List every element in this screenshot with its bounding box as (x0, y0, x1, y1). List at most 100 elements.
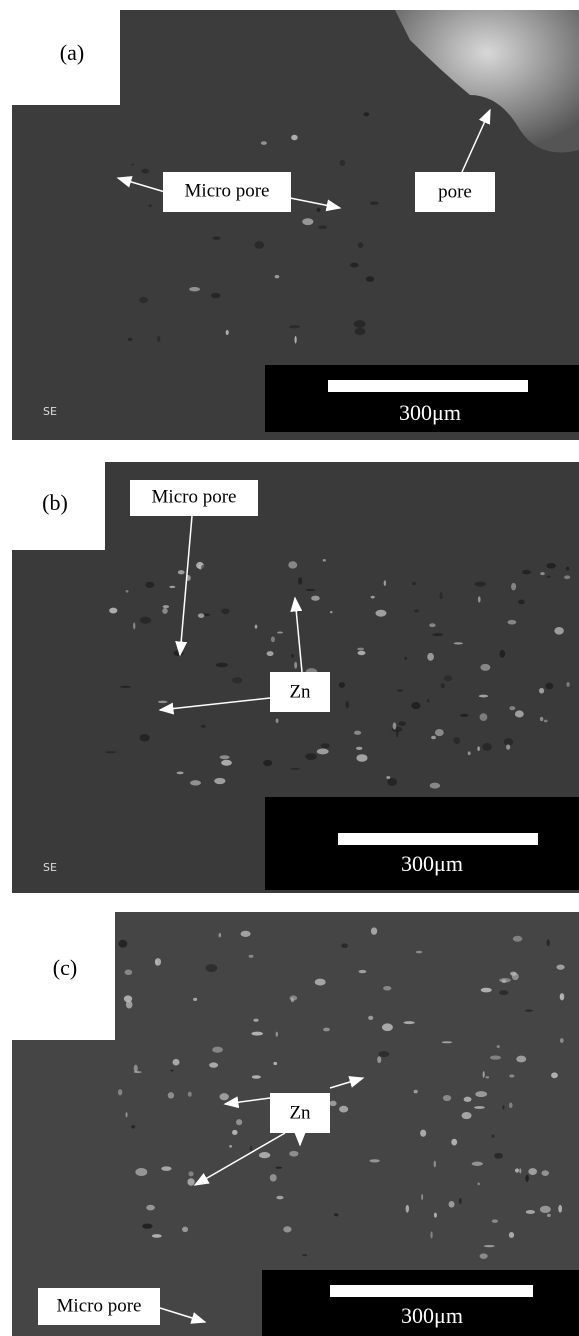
speckle (506, 744, 510, 749)
speckle (482, 743, 492, 751)
speckle (152, 1234, 162, 1238)
speckle (518, 600, 525, 605)
speckle (201, 565, 205, 570)
speckle (220, 755, 230, 759)
speckle (544, 720, 548, 723)
speckle (519, 1168, 521, 1173)
speckle (486, 1076, 490, 1078)
speckle (526, 1210, 535, 1214)
speckle (540, 717, 543, 721)
speckle (218, 933, 221, 937)
speckle (442, 1041, 453, 1043)
speckle (221, 608, 229, 614)
speckle (146, 1205, 155, 1211)
detector-label: SE (43, 861, 57, 874)
speckle (288, 561, 297, 568)
speckle (126, 1112, 128, 1117)
speckle (270, 1174, 277, 1181)
speckle (396, 730, 398, 737)
speckle (459, 1198, 462, 1204)
speckle (403, 1021, 414, 1024)
speckle (513, 936, 522, 942)
speckle (350, 263, 358, 268)
annotation: Micro pore (185, 180, 270, 201)
speckle (294, 662, 297, 669)
speckle (267, 651, 274, 656)
speckle (439, 592, 442, 600)
speckle (124, 995, 132, 1002)
speckle (141, 169, 149, 174)
speckle (560, 993, 565, 1000)
speckle (330, 611, 333, 613)
speckle (193, 998, 197, 1001)
speckle (161, 1166, 171, 1171)
speckle (148, 205, 152, 207)
speckle (414, 1090, 418, 1094)
speckle (169, 586, 175, 588)
speckle (539, 688, 544, 694)
speckle (507, 620, 516, 625)
speckle (397, 689, 403, 691)
speckle (477, 746, 480, 751)
speckle (509, 1232, 514, 1238)
speckle (174, 650, 184, 656)
speckle (449, 1201, 455, 1208)
speckle (502, 1105, 504, 1109)
speckle (368, 1016, 373, 1020)
speckle (105, 751, 116, 753)
speckle (182, 1227, 188, 1233)
speckle (427, 653, 434, 661)
speckle (444, 675, 452, 681)
speckle (411, 702, 420, 709)
speckle (283, 1226, 291, 1232)
speckle (483, 1071, 485, 1078)
speckle (251, 1032, 263, 1036)
speckle (109, 608, 117, 614)
speckle (323, 1028, 330, 1032)
speckle (134, 1071, 142, 1073)
speckle (145, 582, 154, 588)
scale-bar-label: 300μm (401, 851, 463, 876)
speckle (525, 1175, 528, 1182)
speckle (259, 1152, 270, 1158)
scale-bar-label: 300μm (399, 400, 461, 425)
speckle (321, 743, 330, 748)
speckle (178, 570, 185, 574)
speckle (434, 1161, 437, 1168)
speckle (232, 1130, 238, 1135)
speckle (420, 1130, 426, 1137)
speckle (499, 650, 505, 658)
annotation: Micro pore (152, 486, 237, 507)
speckle (346, 701, 349, 709)
scale-bar (338, 833, 538, 845)
speckle (168, 1092, 174, 1098)
speckle (157, 336, 160, 342)
speckle (302, 1254, 307, 1256)
speckle (460, 714, 468, 717)
speckle (387, 778, 397, 786)
speckle (515, 710, 524, 717)
speckle (429, 623, 435, 627)
speckle (250, 1146, 253, 1151)
speckle (481, 988, 492, 993)
speckle (566, 682, 569, 687)
speckle (339, 682, 345, 688)
speckle (120, 686, 131, 688)
speckle (139, 297, 148, 303)
speckle (421, 1194, 423, 1200)
speckle (289, 995, 297, 1000)
speckle (277, 631, 283, 633)
speckle (254, 241, 264, 249)
speckle (252, 1075, 261, 1078)
speckle (525, 1010, 533, 1012)
speckle (547, 1214, 551, 1217)
speckle (261, 141, 267, 145)
panel-label: (c) (53, 955, 77, 980)
speckle (155, 958, 161, 966)
speckle (317, 749, 329, 755)
speckle (128, 338, 133, 341)
speckle (291, 654, 294, 657)
speckle (236, 1119, 242, 1125)
speckle (515, 1168, 519, 1172)
speckle (443, 1095, 451, 1101)
